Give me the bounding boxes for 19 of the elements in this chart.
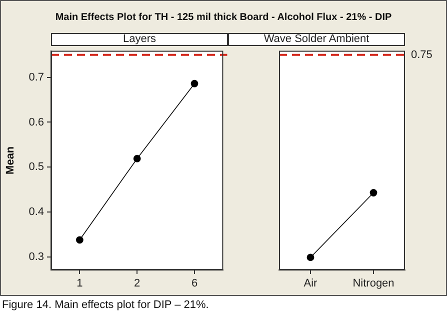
x-tick-label: Nitrogen [352,278,394,290]
caption: Figure 14. Main effects plot for DIP – 21%. [2,299,209,311]
chart-subtitle: Layers [51,33,228,46]
y-tick-label: 0.6 [28,116,44,128]
x-tick-label: 6 [191,278,198,290]
y-axis-title: Mean [4,146,17,174]
ref-line-label: 0.75 [411,48,432,61]
x-tick-label: Air [304,278,318,290]
point [133,154,141,162]
x-tick-label: 1 [76,278,83,290]
x-tick-label: 2 [134,278,140,290]
chart-subtitle: Wave Solder Ambient [228,33,405,46]
chart-title: Main Effects Plot for TH - 125 mil thick Board - Alcohol Flux - 21% - DIP [54,12,393,23]
y-tick-label: 0.3 [28,251,44,264]
y-tick-label: 0.4 [28,206,44,218]
y-tick-label: 0.5 [28,161,44,174]
point [76,236,84,244]
point [190,80,198,88]
y-tick-label: 0.7 [28,71,44,84]
